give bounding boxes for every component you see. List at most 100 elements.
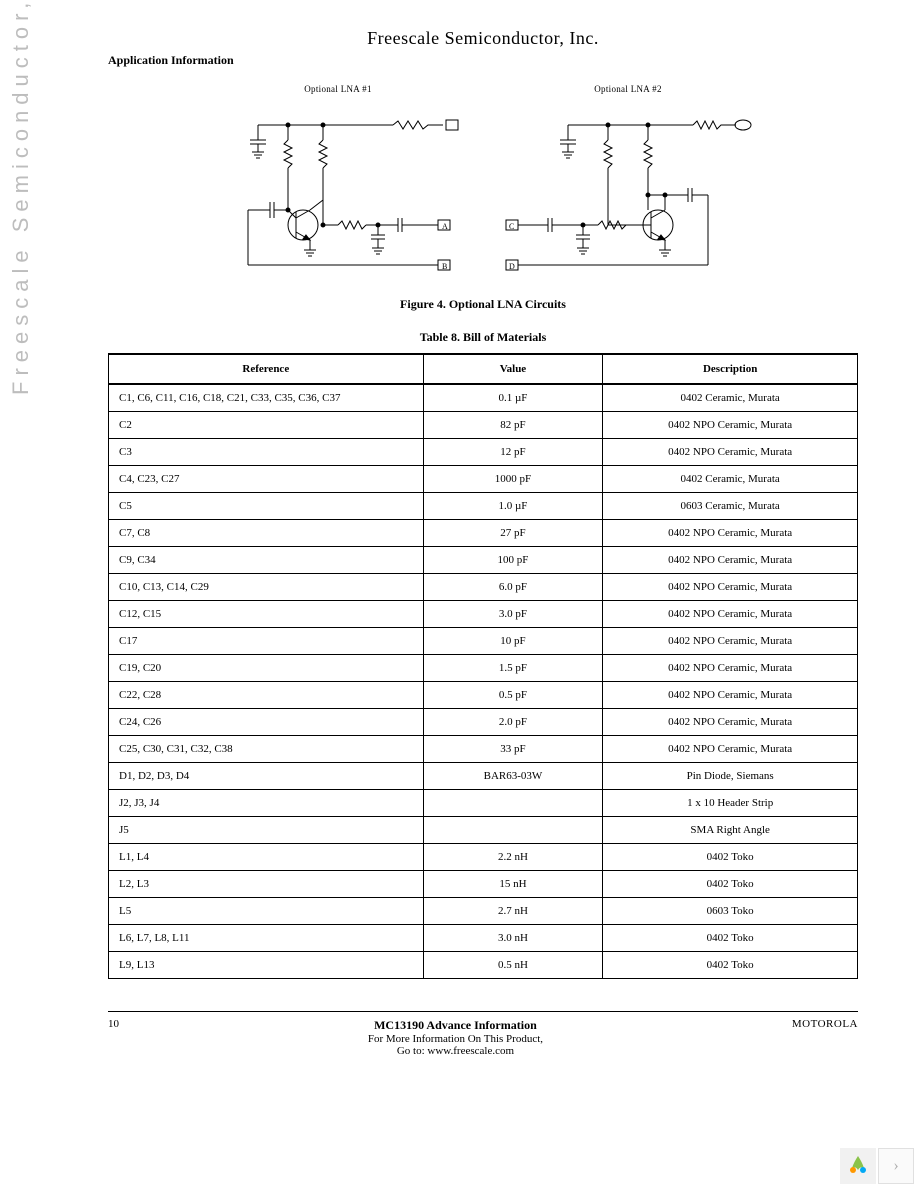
table-cell: C4, C23, C27 (109, 466, 424, 493)
col-reference: Reference (109, 354, 424, 384)
table-cell: 100 pF (423, 547, 603, 574)
table-cell: 0402 NPO Ceramic, Murata (603, 547, 858, 574)
table-cell: L1, L4 (109, 844, 424, 871)
section-label: Application Information (108, 53, 858, 68)
table-cell: 0402 NPO Ceramic, Murata (603, 601, 858, 628)
table-cell: 0402 Toko (603, 844, 858, 871)
table-cell: L6, L7, L8, L11 (109, 925, 424, 952)
table-row: J5SMA Right Angle (109, 817, 858, 844)
figure-caption: Figure 4. Optional LNA Circuits (108, 297, 858, 312)
footer-center: MC13190 Advance Information For More Inf… (119, 1018, 792, 1057)
table-cell: L2, L3 (109, 871, 424, 898)
table-cell: 1.5 pF (423, 655, 603, 682)
table-row: C1710 pF0402 NPO Ceramic, Murata (109, 628, 858, 655)
table-cell: Pin Diode, Siemans (603, 763, 858, 790)
table-cell: 0402 NPO Ceramic, Murata (603, 655, 858, 682)
table-row: C12, C153.0 pF0402 NPO Ceramic, Murata (109, 601, 858, 628)
table-cell: 0402 Ceramic, Murata (603, 466, 858, 493)
table-cell: 0.5 nH (423, 952, 603, 979)
table-cell: 1 x 10 Header Strip (603, 790, 858, 817)
table-cell: BAR63-03W (423, 763, 603, 790)
table-cell: 0402 Ceramic, Murata (603, 384, 858, 412)
table-cell: 3.0 nH (423, 925, 603, 952)
table-cell: 2.2 nH (423, 844, 603, 871)
table-cell: 15 nH (423, 871, 603, 898)
table-cell: C24, C26 (109, 709, 424, 736)
more-info-line: For More Information On This Product, (119, 1033, 792, 1045)
table-cell: 27 pF (423, 520, 603, 547)
table-cell: L9, L13 (109, 952, 424, 979)
footer-rule (108, 1011, 858, 1012)
schematic-lna1: A B (208, 100, 468, 280)
table-cell: C25, C30, C31, C32, C38 (109, 736, 424, 763)
company-header: Freescale Semiconductor, Inc. (108, 28, 858, 49)
table-cell: 0402 NPO Ceramic, Murata (603, 628, 858, 655)
table-cell: 0402 Toko (603, 925, 858, 952)
svg-text:C: C (509, 222, 514, 231)
table-cell (423, 817, 603, 844)
doc-title: MC13190 Advance Information (119, 1018, 792, 1033)
table-row: C4, C23, C271000 pF0402 Ceramic, Murata (109, 466, 858, 493)
svg-text:A: A (442, 222, 448, 231)
table-cell: 0603 Ceramic, Murata (603, 493, 858, 520)
footer-right: MOTOROLA (792, 1018, 858, 1030)
table-row: C24, C262.0 pF0402 NPO Ceramic, Murata (109, 709, 858, 736)
table-cell: C10, C13, C14, C29 (109, 574, 424, 601)
table-cell: 0402 NPO Ceramic, Murata (603, 412, 858, 439)
table-cell: 0402 NPO Ceramic, Murata (603, 574, 858, 601)
circuit-diagrams: Optional LNA #1 (108, 84, 858, 285)
table-row: C22, C280.5 pF0402 NPO Ceramic, Murata (109, 682, 858, 709)
table-cell: 0603 Toko (603, 898, 858, 925)
table-cell: 6.0 pF (423, 574, 603, 601)
circuit-left-caption: Optional LNA #1 (208, 84, 468, 94)
table-cell: 0402 NPO Ceramic, Murata (603, 682, 858, 709)
table-cell: 0402 NPO Ceramic, Murata (603, 439, 858, 466)
table-cell: J2, J3, J4 (109, 790, 424, 817)
table-cell: C2 (109, 412, 424, 439)
table-cell: 2.0 pF (423, 709, 603, 736)
page-number: 10 (108, 1018, 119, 1030)
table-cell: C12, C15 (109, 601, 424, 628)
page-content: Freescale Semiconductor, Inc. Applicatio… (0, 0, 918, 1057)
next-page-button[interactable]: › (878, 1148, 914, 1184)
table-cell: 12 pF (423, 439, 603, 466)
table-cell: C1, C6, C11, C16, C18, C21, C33, C35, C3… (109, 384, 424, 412)
table-cell: C3 (109, 439, 424, 466)
table-cell: SMA Right Angle (603, 817, 858, 844)
table-row: L9, L130.5 nH0402 Toko (109, 952, 858, 979)
table-cell: 0402 NPO Ceramic, Murata (603, 709, 858, 736)
table-cell: 0.5 pF (423, 682, 603, 709)
table-cell: 33 pF (423, 736, 603, 763)
svg-text:B: B (442, 262, 447, 271)
table-cell: D1, D2, D3, D4 (109, 763, 424, 790)
goto-line: Go to: www.freescale.com (119, 1045, 792, 1057)
table-cell: 0.1 µF (423, 384, 603, 412)
table-cell: 0402 NPO Ceramic, Murata (603, 520, 858, 547)
table-cell: 1000 pF (423, 466, 603, 493)
table-cell (423, 790, 603, 817)
nav-widget: › (840, 1148, 914, 1184)
table-cell: C22, C28 (109, 682, 424, 709)
table-cell: 82 pF (423, 412, 603, 439)
table-row: J2, J3, J4 1 x 10 Header Strip (109, 790, 858, 817)
table-cell: 3.0 pF (423, 601, 603, 628)
table-cell: C17 (109, 628, 424, 655)
table-row: C19, C201.5 pF0402 NPO Ceramic, Murata (109, 655, 858, 682)
table-cell: 10 pF (423, 628, 603, 655)
circuit-left: Optional LNA #1 (208, 84, 468, 285)
table-row: L52.7 nH0603 Toko (109, 898, 858, 925)
table-row: C51.0 µF0603 Ceramic, Murata (109, 493, 858, 520)
logo-icon (840, 1148, 876, 1184)
footer: 10 MC13190 Advance Information For More … (108, 1018, 858, 1057)
table-row: C312 pF0402 NPO Ceramic, Murata (109, 439, 858, 466)
table-cell: 0402 NPO Ceramic, Murata (603, 736, 858, 763)
table-cell: C19, C20 (109, 655, 424, 682)
table-cell: L5 (109, 898, 424, 925)
table-cell: 0402 Toko (603, 871, 858, 898)
table-cell: C7, C8 (109, 520, 424, 547)
table-row: C10, C13, C14, C296.0 pF0402 NPO Ceramic… (109, 574, 858, 601)
table-row: C25, C30, C31, C32, C3833 pF0402 NPO Cer… (109, 736, 858, 763)
circuit-right-caption: Optional LNA #2 (498, 84, 758, 94)
table-row: C9, C34100 pF0402 NPO Ceramic, Murata (109, 547, 858, 574)
bom-table: Reference Value Description C1, C6, C11,… (108, 353, 858, 979)
